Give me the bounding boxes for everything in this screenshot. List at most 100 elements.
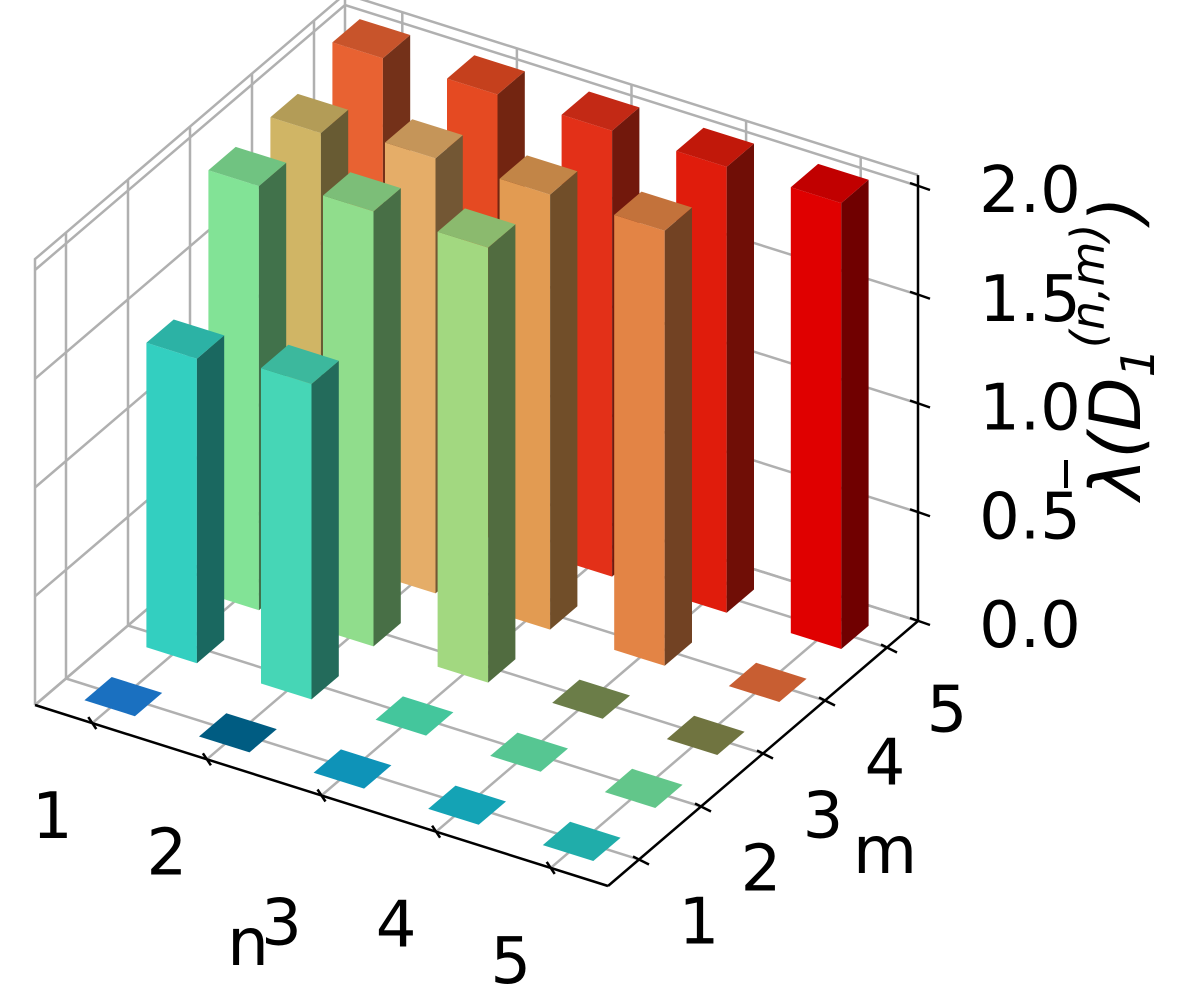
x-tick-label: 2 <box>147 816 188 890</box>
bar-top-face <box>561 91 640 131</box>
z-title-d: D <box>1075 377 1157 431</box>
bar-side-face <box>841 179 869 650</box>
bar-front-face <box>146 342 197 664</box>
bar-n2-m2 <box>261 344 339 700</box>
z-tick-label: 2.0 <box>979 154 1081 228</box>
y-axis-title: m <box>853 812 917 889</box>
bar-n1-m2 <box>146 319 225 664</box>
y-tick-label: 5 <box>927 674 968 748</box>
x-tick-mark <box>316 788 327 803</box>
bar-n4-m3 <box>552 679 630 719</box>
bar-side-face <box>488 224 516 683</box>
bar-top-face <box>499 155 578 195</box>
bar-side-face <box>664 207 692 666</box>
bar-side-face <box>726 143 754 613</box>
bar-tile <box>666 715 745 755</box>
svg-text:λ(D1(n,m)): λ(D1(n,m)) <box>1061 196 1165 504</box>
bar-tile <box>604 768 683 808</box>
bar-side-face <box>311 360 339 700</box>
bar-n4-m1 <box>428 785 506 825</box>
z-title-superscript: (n,m) <box>1061 224 1115 348</box>
y-tick-label: 1 <box>679 886 720 960</box>
bar-tile <box>375 696 454 736</box>
bar-n2-m1 <box>199 713 277 753</box>
bar-top-face <box>676 127 754 167</box>
bar-top-face <box>332 19 411 59</box>
bar-front-face <box>614 214 665 666</box>
x-tick-mark <box>545 861 556 875</box>
bar-top-face <box>261 344 339 384</box>
z-axis-title: λ(D1(n,m)) <box>1061 196 1165 504</box>
bars <box>84 19 869 861</box>
z-tick-mark <box>909 290 931 300</box>
z-tick-label: 1.5 <box>979 263 1081 337</box>
y-tick-mark <box>694 802 712 813</box>
x-tick-label: 3 <box>261 887 302 961</box>
bar-front-face <box>261 368 312 700</box>
y-tick-label: 4 <box>865 727 906 801</box>
bar-n5-m4 <box>728 662 807 702</box>
bar-n5-m2 <box>604 768 683 808</box>
bar-tile <box>552 679 630 719</box>
z-tick-mark <box>909 399 931 409</box>
bar-n5-m5 <box>790 163 869 650</box>
bar-tile <box>84 677 163 717</box>
bar-top-face <box>790 163 869 204</box>
bar-side-face <box>373 188 401 647</box>
bar-n3-m1 <box>313 749 392 789</box>
bar-n5-m3 <box>666 715 745 755</box>
y-tick-mark <box>632 855 650 866</box>
x-tick-mark <box>87 716 98 730</box>
y-tick-mark <box>818 696 836 707</box>
bar-front-face <box>437 231 489 683</box>
bar-tile <box>728 662 807 702</box>
bar-top-face <box>208 146 287 187</box>
bar-n3-m3 <box>437 208 516 683</box>
axes <box>34 175 931 888</box>
z-tick-label: 1.0 <box>979 372 1081 446</box>
z-title-close-paren: ) <box>1075 196 1157 228</box>
bar-top-face <box>385 119 463 159</box>
bar-front-face <box>790 187 842 649</box>
x-tick-label: 4 <box>376 889 417 963</box>
bar-n5-m1 <box>542 821 621 861</box>
y-tick-mark <box>756 749 774 760</box>
y-tick-label: 2 <box>741 833 782 907</box>
bar-tile <box>313 749 392 789</box>
z-tick-label: 0.0 <box>979 589 1081 663</box>
z-title-lambda: λ <box>1075 459 1157 504</box>
bar-tile <box>428 785 506 825</box>
wall-top-edges <box>33 0 919 705</box>
bar-top-face <box>146 319 225 359</box>
z-title-subscript: 1 <box>1111 348 1165 377</box>
bar-side-face <box>196 335 225 664</box>
x-tick-mark <box>201 752 212 766</box>
bar-n1-m1 <box>84 677 163 717</box>
z-tick-mark <box>909 508 931 518</box>
y-tick-mark <box>880 643 898 654</box>
bar-top-face <box>614 191 692 231</box>
y-tick-label: 3 <box>803 780 844 854</box>
bar-top-face <box>447 55 525 95</box>
x-tick-label: 1 <box>32 780 73 854</box>
bar-tile <box>490 732 568 772</box>
z-title-open-paren: ( <box>1075 429 1157 459</box>
z-tick-label: 0.5 <box>979 480 1081 554</box>
bar-top-face <box>437 208 516 248</box>
x-tick-label: 5 <box>490 925 531 991</box>
z-tick-mark <box>909 181 931 192</box>
bar-tile <box>542 821 621 861</box>
bar-tile <box>199 713 277 753</box>
bar-n4-m4 <box>614 191 692 666</box>
bar-side-face <box>550 171 578 630</box>
x-axis-title: n <box>227 904 269 981</box>
bar-top-face <box>323 172 401 212</box>
bar-top-face <box>270 93 349 134</box>
x-tick-mark <box>431 825 442 839</box>
bar-n4-m2 <box>490 732 568 772</box>
z-tick-mark <box>909 616 931 627</box>
bar-n3-m2 <box>375 696 454 736</box>
